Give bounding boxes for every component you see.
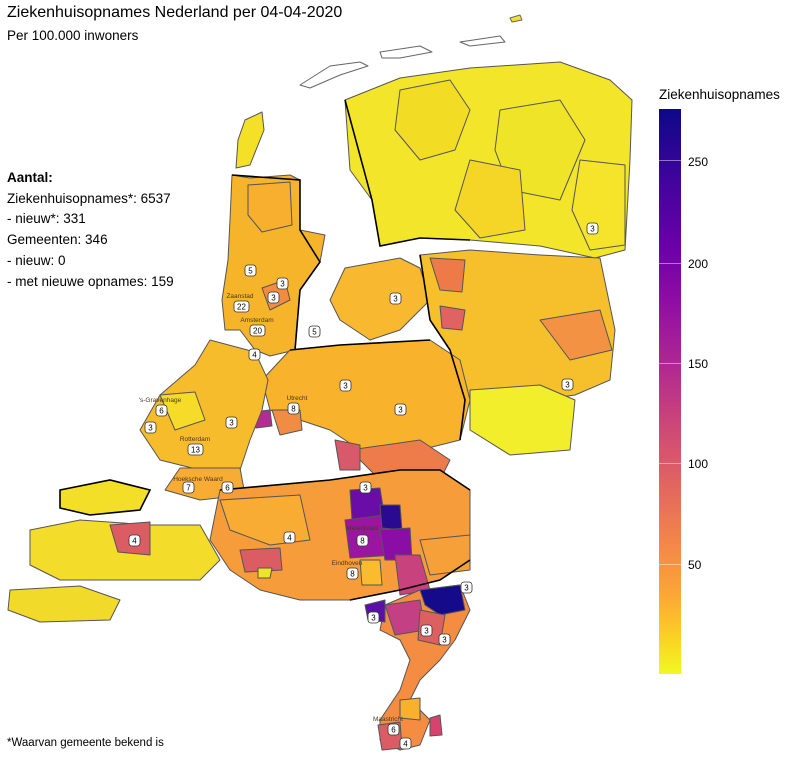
svg-text:3: 3 <box>363 484 368 493</box>
badge: 22 <box>233 300 250 313</box>
svg-text:3: 3 <box>343 382 348 391</box>
legend-tick-label-100: 100 <box>688 457 709 471</box>
badge: 3 <box>367 611 380 624</box>
badge: 3 <box>420 624 433 637</box>
svg-text:3: 3 <box>424 627 429 636</box>
legend-tick <box>659 160 681 161</box>
map-title: Ziekenhuisopnames Nederland per 04-04-20… <box>7 4 343 21</box>
legend-color-bar <box>659 109 681 674</box>
badge: 3 <box>438 633 451 646</box>
svg-text:22: 22 <box>237 303 246 312</box>
map-subtitle: Per 100.000 inwoners <box>7 28 139 43</box>
svg-text:3: 3 <box>464 584 469 593</box>
stats-panel: Aantal: Ziekenhuisopnames*: 6537 - nieuw… <box>7 168 174 292</box>
legend-title: Ziekenhuisopnames <box>659 87 780 102</box>
legend-tick <box>659 363 681 364</box>
stats-municipalities: Gemeenten: 346 <box>7 232 108 248</box>
stats-municipalities-with-new: - met nieuwe opnames: 159 <box>7 273 174 289</box>
svg-text:20: 20 <box>253 327 262 336</box>
svg-text:3: 3 <box>148 424 153 433</box>
badge: 20 <box>249 324 266 337</box>
svg-text:6: 6 <box>225 484 230 493</box>
svg-text:13: 13 <box>191 446 200 455</box>
stats-total-admissions: Ziekenhuisopnames*: 6537 <box>7 190 171 206</box>
svg-text:3: 3 <box>280 280 285 289</box>
badge: 4 <box>283 531 296 544</box>
legend-tick <box>659 564 681 565</box>
badge: 5 <box>308 325 321 338</box>
legend-tick-label-200: 200 <box>688 257 709 271</box>
badge: 8 <box>356 534 369 547</box>
city-labels: Zaanstad Amsterdam 's-Gravenhage Utrecht… <box>139 293 403 723</box>
svg-text:5: 5 <box>248 267 253 276</box>
svg-text:3: 3 <box>442 636 447 645</box>
legend-tick-label-250: 250 <box>688 155 709 169</box>
svg-text:3: 3 <box>229 419 234 428</box>
svg-text:6: 6 <box>159 407 164 416</box>
svg-text:8: 8 <box>350 570 355 579</box>
svg-text:8: 8 <box>360 537 365 546</box>
city-label-maastricht: Maastricht <box>373 716 403 723</box>
badge: 3 <box>339 379 352 392</box>
footnote: *Waarvan gemeente bekend is <box>7 737 164 749</box>
city-label-den-haag: 's-Gravenhage <box>139 397 182 404</box>
badge: 3 <box>359 481 372 494</box>
legend-tick-label-150: 150 <box>688 357 709 371</box>
badge: 3 <box>389 292 402 305</box>
city-label-zaanstad: Zaanstad <box>226 293 253 300</box>
badge: 7 <box>182 481 195 494</box>
svg-text:4: 4 <box>132 537 137 546</box>
legend-tick-label-50: 50 <box>688 558 702 572</box>
svg-text:3: 3 <box>565 381 570 390</box>
svg-text:3: 3 <box>371 614 376 623</box>
badge: 4 <box>399 737 412 750</box>
svg-text:3: 3 <box>398 406 403 415</box>
badge: 3 <box>276 277 289 290</box>
svg-text:8: 8 <box>291 405 296 414</box>
badge: 8 <box>346 567 359 580</box>
city-label-meierijstad: Meierijstad <box>346 525 378 532</box>
city-label-rotterdam: Rotterdam <box>180 436 210 443</box>
city-label-eindhoven: Eindhoven <box>332 560 363 567</box>
badge: 6 <box>155 404 168 417</box>
badge: 3 <box>394 403 407 416</box>
city-label-hoeksche-waard: Hoeksche Waard <box>173 476 223 483</box>
stats-heading: Aantal: <box>7 170 53 185</box>
badge: 3 <box>225 416 238 429</box>
badge: 3 <box>267 291 280 304</box>
svg-text:6: 6 <box>391 726 396 735</box>
badge: 5 <box>244 264 257 277</box>
badge: 6 <box>221 481 234 494</box>
badge: 4 <box>248 348 261 361</box>
svg-text:3: 3 <box>271 294 276 303</box>
badge: 3 <box>561 378 574 391</box>
svg-text:4: 4 <box>252 351 257 360</box>
badge: 3 <box>586 222 599 235</box>
stats-new-admissions: - nieuw*: 331 <box>7 211 86 227</box>
svg-text:7: 7 <box>186 484 191 493</box>
stats-new-municipalities: - nieuw: 0 <box>7 252 66 268</box>
svg-text:4: 4 <box>403 740 408 749</box>
legend-tick <box>659 263 681 264</box>
badge: 4 <box>128 534 141 547</box>
city-label-utrecht: Utrecht <box>287 395 308 402</box>
svg-text:3: 3 <box>393 295 398 304</box>
badge: 3 <box>460 581 473 594</box>
badge: 3 <box>144 421 157 434</box>
svg-text:5: 5 <box>312 328 317 337</box>
badge: 6 <box>387 723 400 736</box>
badge: 8 <box>287 402 300 415</box>
badge: 13 <box>187 443 204 456</box>
new-admission-badges: 5 3 3 22 20 5 4 3 3 3 3 3 6 3 3 8 13 7 6… <box>128 222 599 750</box>
svg-text:4: 4 <box>287 534 292 543</box>
svg-text:3: 3 <box>590 225 595 234</box>
legend-tick <box>659 463 681 464</box>
city-label-amsterdam: Amsterdam <box>240 317 273 324</box>
